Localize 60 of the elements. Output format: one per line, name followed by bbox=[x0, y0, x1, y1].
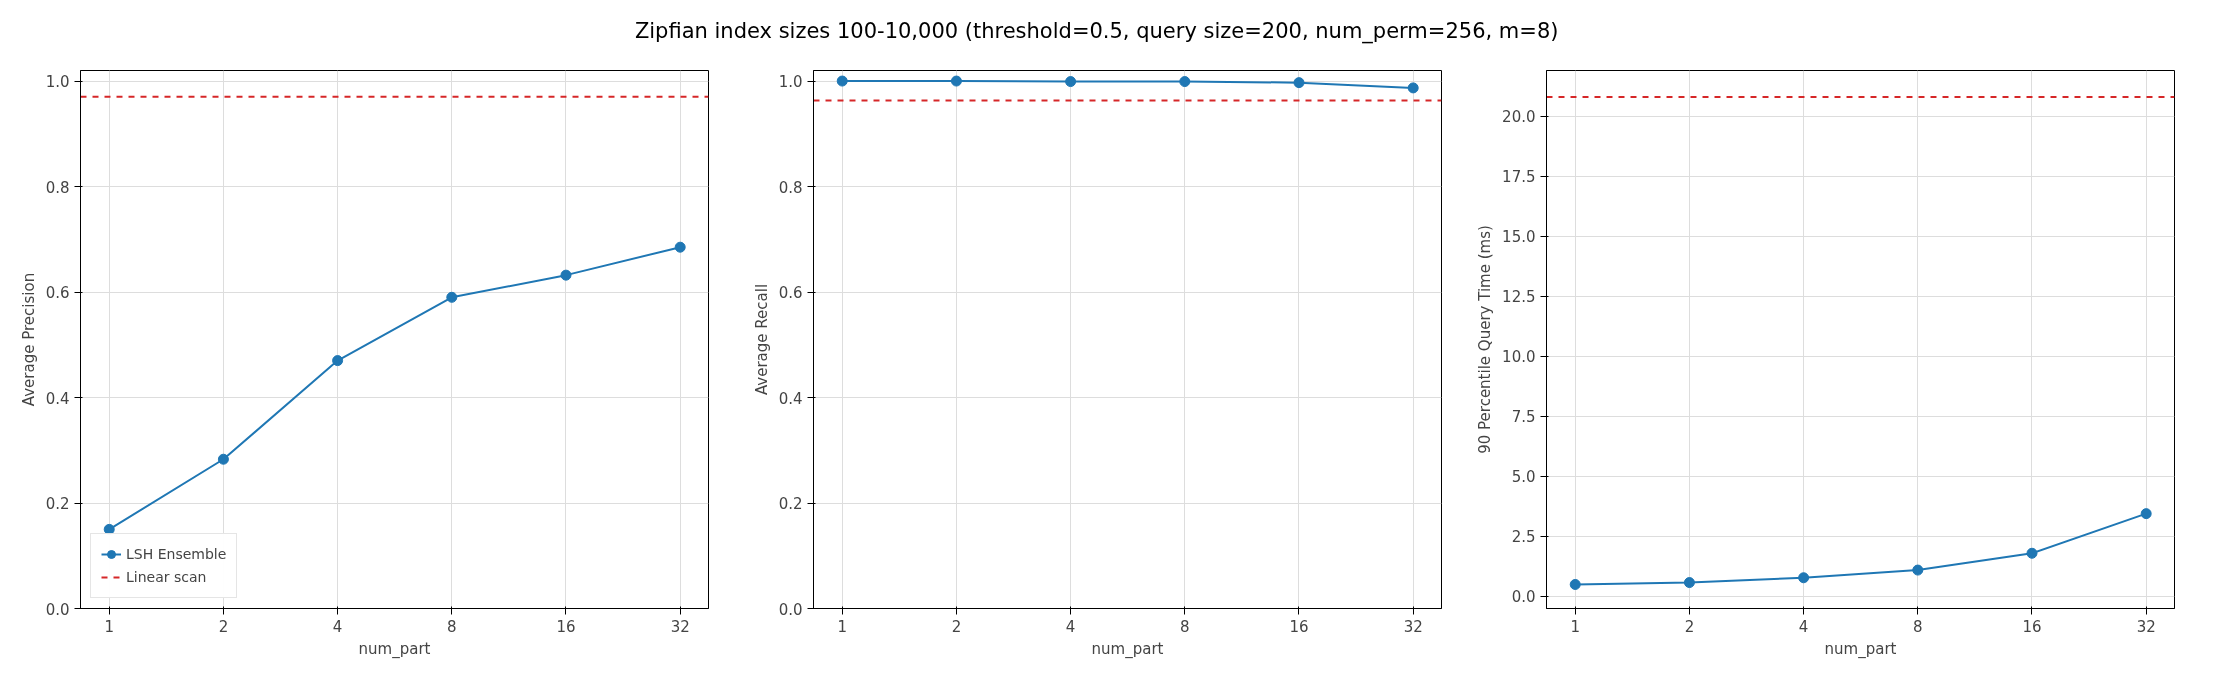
x-tick-label: 2 bbox=[1684, 617, 1695, 636]
y-tick-label: 17.5 bbox=[1502, 168, 1536, 187]
y-tick-label: 5.0 bbox=[1511, 468, 1536, 487]
x-tick-label: 16 bbox=[2022, 617, 2042, 636]
x-axis-title: num_part bbox=[1091, 639, 1164, 659]
y-tick-label: 0.2 bbox=[778, 495, 803, 514]
x-tick-label: 8 bbox=[447, 617, 457, 636]
y-tick-label: 0.6 bbox=[45, 284, 70, 303]
x-tick-label: 8 bbox=[1913, 617, 1923, 636]
y-axis-title: Average Precision bbox=[19, 272, 38, 407]
point bbox=[217, 453, 229, 465]
x-tick-label: 32 bbox=[1403, 617, 1423, 636]
y-tick-label: 10.0 bbox=[1502, 348, 1536, 367]
legend-label: LSH Ensemble bbox=[126, 546, 227, 562]
x-tick-label: 32 bbox=[670, 617, 690, 636]
x-tick-label: 4 bbox=[1798, 617, 1809, 636]
chart-title: Zipfian index sizes 100-10,000 (threshold=0.5, query size=200, num_perm=256, m=8) bbox=[634, 18, 1559, 44]
y-tick-label: 15.0 bbox=[1502, 228, 1536, 247]
point bbox=[2026, 547, 2038, 559]
y-tick-label: 0.4 bbox=[45, 389, 70, 408]
y-tick-label: 0.2 bbox=[45, 495, 70, 514]
y-tick-label: 0.0 bbox=[45, 600, 70, 619]
y-tick-label: 7.5 bbox=[1511, 408, 1536, 427]
x-tick-label: 32 bbox=[2136, 617, 2156, 636]
y-tick-label: 0.4 bbox=[778, 389, 803, 408]
x-tick-label: 1 bbox=[837, 617, 847, 636]
x-tick-label: 2 bbox=[951, 617, 962, 636]
y-axis-title: Average Recall bbox=[752, 283, 771, 396]
x-tick-label: 16 bbox=[556, 617, 576, 636]
y-tick-label: 1.0 bbox=[778, 73, 803, 92]
x-axis-title: num_part bbox=[1824, 639, 1897, 659]
point bbox=[1912, 564, 1924, 576]
y-tick-label: 12.5 bbox=[1502, 288, 1536, 307]
x-tick-label: 1 bbox=[104, 617, 114, 636]
y-tick-label: 0.8 bbox=[778, 178, 803, 197]
x-tick-label: 4 bbox=[332, 617, 343, 636]
point bbox=[332, 355, 344, 367]
x-tick-label: 16 bbox=[1289, 617, 1309, 636]
y-axis-title: 90 Percentile Query Time (ms) bbox=[1476, 225, 1495, 454]
y-tick-label: 0.8 bbox=[45, 178, 70, 197]
point bbox=[2140, 508, 2152, 520]
x-tick-label: 1 bbox=[1570, 617, 1580, 636]
x-axis-title: num_part bbox=[358, 639, 431, 659]
point bbox=[1798, 572, 1810, 584]
point bbox=[1569, 578, 1581, 590]
legend-label: Linear scan bbox=[126, 569, 207, 585]
y-tick-label: 0.0 bbox=[778, 600, 803, 619]
y-tick-label: 2.5 bbox=[1511, 528, 1536, 547]
x-tick-label: 4 bbox=[1065, 617, 1076, 636]
x-tick-label: 2 bbox=[218, 617, 229, 636]
point bbox=[674, 241, 686, 253]
x-tick-label: 8 bbox=[1180, 617, 1190, 636]
y-tick-label: 0.0 bbox=[1511, 588, 1536, 607]
point bbox=[446, 291, 458, 303]
point bbox=[103, 523, 115, 535]
y-tick-label: 20.0 bbox=[1502, 108, 1536, 127]
point bbox=[1683, 577, 1695, 589]
y-tick-label: 1.0 bbox=[45, 73, 70, 92]
y-tick-label: 0.6 bbox=[778, 284, 803, 303]
point bbox=[560, 269, 572, 281]
